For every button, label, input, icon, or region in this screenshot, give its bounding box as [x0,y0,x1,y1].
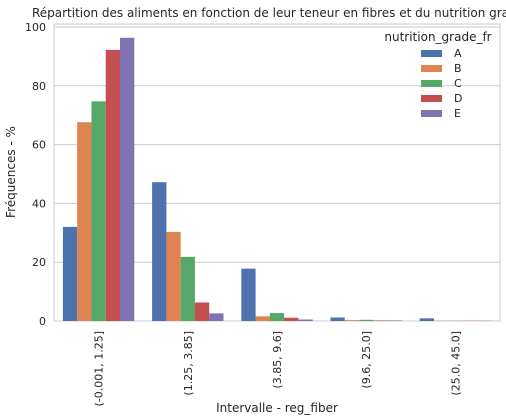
legend-swatch-a [421,50,442,57]
bar-c-1 [180,256,195,321]
bar-d-1 [194,302,210,321]
bar-e-3 [387,320,402,321]
x-axis-title: Intervalle - reg_fiber [216,401,338,415]
legend-label-b: B [454,62,462,75]
bar-b-1 [166,231,181,321]
legend-title: nutrition_grade_fr [384,30,491,44]
bar-a-3 [330,317,345,321]
bar-e-2 [298,319,313,321]
bar-a-1 [152,182,167,321]
bar-b-0 [77,122,92,321]
legend-label-d: D [454,92,462,105]
bar-d-2 [284,317,299,321]
bar-c-3 [359,319,374,321]
y-tick-label: 40 [32,197,46,210]
bar-b-2 [255,316,270,321]
x-tick-label: (25.0, 45.0] [449,331,462,396]
y-tick-label: 80 [32,80,46,93]
y-tick-labels: 0 20 40 60 80 100 [25,21,46,328]
bars [62,37,492,322]
y-tick-label: 20 [32,256,46,269]
legend-label-e: E [454,107,461,120]
legend-swatch-c [421,80,442,87]
bar-e-0 [120,37,135,321]
y-tick-label: 100 [25,21,46,34]
bar-a-0 [62,226,78,321]
x-tick-label: (3.85, 9.6] [271,331,284,389]
legend-swatch-d [421,95,442,102]
y-tick-label: 60 [32,139,46,152]
x-tick-labels: (-0.001, 1.25] (1.25, 3.85] (3.85, 9.6] (9.… [93,331,463,407]
legend-swatch-b [421,65,442,72]
bar-b-3 [344,320,360,321]
legend-swatch-e [421,110,442,117]
y-axis-title: Fréquences - % [4,126,18,218]
x-tick-label: (1.25, 3.85] [182,331,195,396]
x-tick-label: (9.6, 25.0] [360,331,373,389]
bar-a-4 [419,318,434,321]
y-tick-label: 0 [39,315,46,328]
legend-label-c: C [454,77,462,90]
legend-label-a: A [454,47,462,60]
bar-d-3 [373,320,388,321]
bar-e-1 [209,313,224,321]
bar-c-0 [91,101,106,322]
bar-c-2 [269,313,285,321]
bar-d-0 [105,49,121,321]
x-tick-label: (-0.001, 1.25] [93,331,106,407]
bar-a-2 [241,268,256,321]
chart-title: Répartition des aliments en fonction de … [32,6,506,20]
